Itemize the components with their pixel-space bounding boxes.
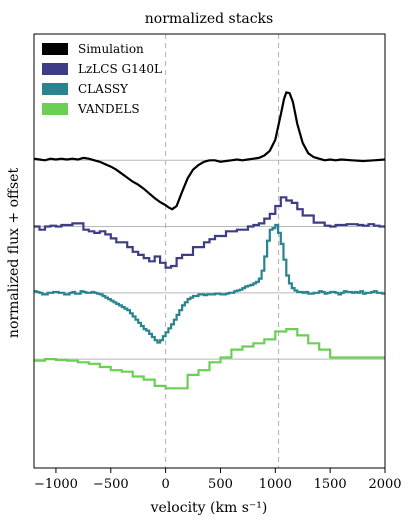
legend-label-2: CLASSY [78,82,129,96]
legend-swatch-2 [42,83,68,95]
series-line-0 [33,91,386,211]
chart-title: normalized stacks [145,11,273,27]
x-tick-label-5: 1500 [314,477,347,492]
series-line-1 [34,196,385,269]
x-tick-label-4: 1000 [259,477,292,492]
x-tick-label-6: 2000 [368,477,401,492]
legend-swatch-0 [42,43,68,55]
legend-swatch-3 [42,103,68,115]
series-line-2 [34,223,385,344]
legend-label-1: LzLCS G140L [78,62,162,76]
legend-label-3: VANDELS [77,102,140,116]
legend: Simulation LzLCS G140L CLASSY VANDELS [42,42,162,116]
x-tick-label-1: −500 [93,477,129,492]
series-layer [33,91,386,390]
plot-frame [33,33,386,469]
legend-label-0: Simulation [78,42,144,56]
x-tick-label-0: −1000 [34,477,78,492]
legend-swatch-1 [42,63,68,75]
series-line-3 [34,328,385,390]
x-tick-label-3: 500 [208,477,233,492]
x-axis-ticks: −1000 −500 0 500 1000 1500 2000 [34,468,402,492]
y-axis-label: normalized flux + offset [6,168,22,339]
x-tick-label-2: 0 [161,477,169,492]
x-axis-label: velocity (km s⁻¹) [150,500,268,516]
